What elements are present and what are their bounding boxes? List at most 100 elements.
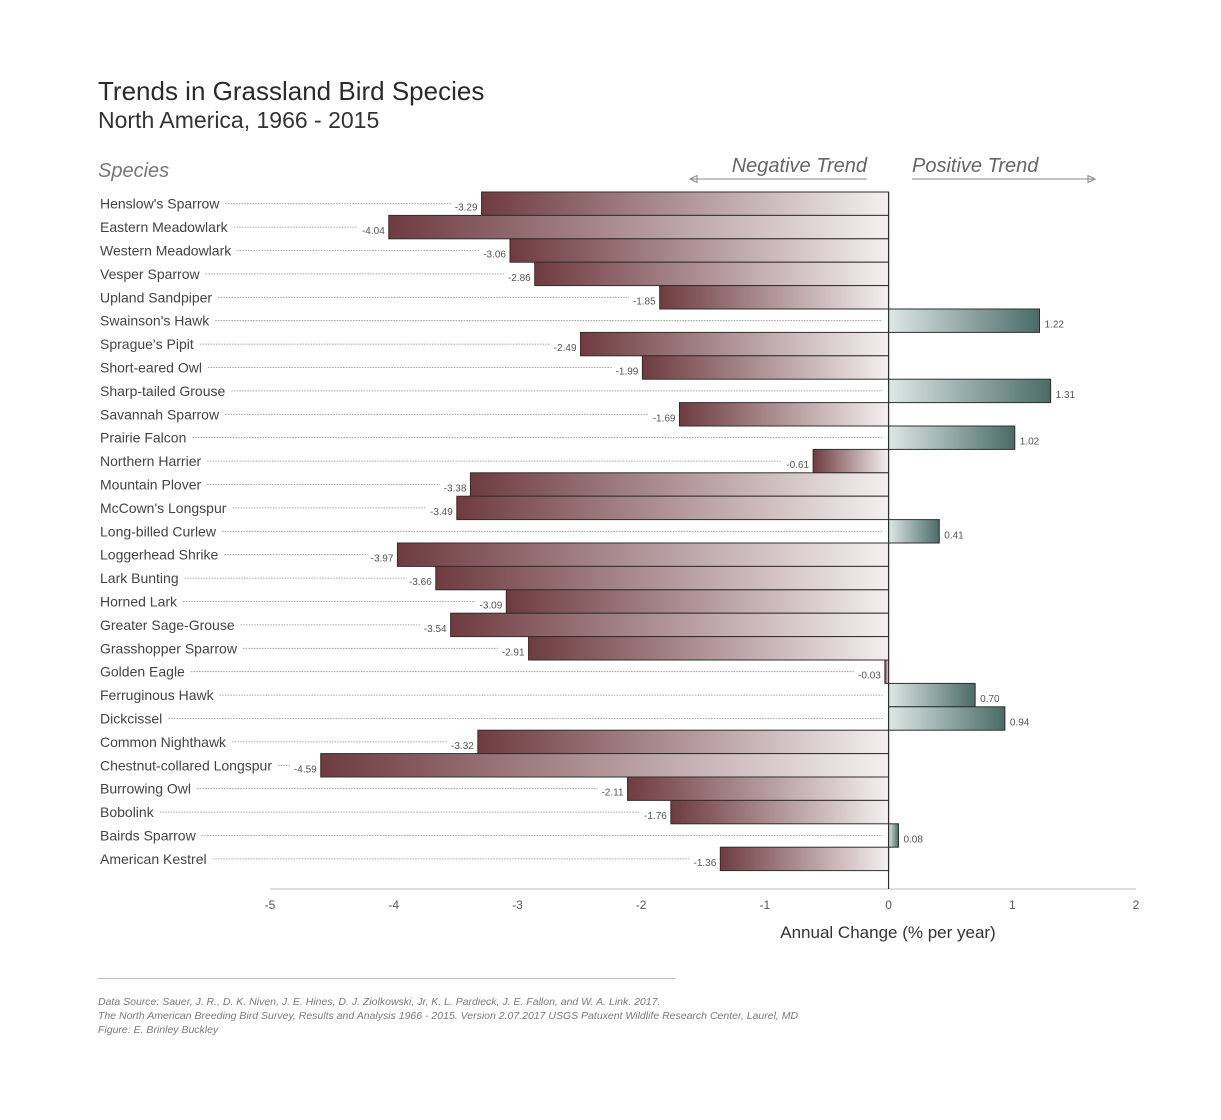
value-label: -2.86 [508,273,531,284]
x-tick-label: 2 [1133,898,1140,912]
value-label: -2.49 [554,343,577,354]
source-line-1: Data Source: Sauer, J. R., D. K. Niven, … [98,996,661,1008]
bar [888,519,940,544]
species-label: Burrowing Owl [100,781,191,797]
species-label: Northern Harrier [100,453,201,469]
bar [888,378,1052,404]
x-tick-label: 1 [1009,898,1016,912]
species-label: Prairie Falcon [100,430,186,446]
species-label: Ferruginous Hawk [100,687,215,703]
negative-trend-arrow [688,174,867,184]
value-label: -1.69 [653,413,676,424]
negative-trend-label: Negative Trend [732,155,868,177]
species-label: Chestnut-collared Longspur [100,757,272,773]
bar [477,729,890,755]
value-label: -0.03 [858,671,881,682]
bar [627,776,890,801]
value-label: -2.11 [601,788,623,799]
bar [659,285,890,310]
species-label: Western Meadowlark [100,243,232,259]
species-label: Henslow's Sparrow [100,196,220,212]
species-label: Long-billed Curlew [100,523,217,539]
value-label: -3.97 [371,554,394,565]
bar [528,636,890,661]
species-label: Bairds Sparrow [100,828,197,844]
bar [888,682,976,708]
species-label: Common Nighthawk [100,734,227,750]
x-tick-label: -2 [636,898,647,912]
positive-trend-label: Positive Trend [912,155,1039,177]
data-source: Data Source: Sauer, J. R., D. K. Niven, … [98,995,798,1037]
value-label: -3.32 [451,741,474,752]
value-label: -0.61 [786,460,809,471]
species-label: Swainson's Hawk [100,313,210,329]
species-label: McCown's Longspur [100,500,227,516]
value-label: -3.06 [483,250,506,261]
value-label: -3.66 [409,577,432,588]
species-label: Golden Eagle [100,664,185,680]
value-label: 0.08 [903,835,923,846]
value-label: 0.94 [1010,718,1030,729]
species-label: Lark Bunting [100,570,179,586]
bar [396,542,890,567]
bar [812,448,890,474]
bar [450,612,890,638]
source-line-2: The North American Breeding Bird Survey,… [98,1010,799,1022]
bar [888,823,899,848]
species-label: Mountain Plover [100,477,202,493]
species-label: Vesper Sparrow [100,266,200,282]
species-label: American Kestrel [100,851,207,867]
value-label: -1.85 [633,296,656,307]
x-tick-label: -3 [512,898,523,912]
x-tick-label: -1 [760,898,771,912]
bar [388,214,890,240]
species-label: Bobolink [100,804,155,820]
chart-subtitle: North America, 1966 - 2015 [98,107,380,133]
x-axis-label: Annual Change (% per year) [780,923,995,942]
species-label: Savannah Sparrow [100,406,220,422]
x-tick-label: 0 [885,898,892,912]
bar [888,425,1016,450]
bar [888,308,1041,333]
footer-rule [98,978,676,979]
value-label: -4.04 [362,226,385,237]
bar [435,565,890,591]
value-label: -1.36 [694,858,717,869]
species-label: Loggerhead Shrike [100,547,219,563]
species-header: Species [98,160,169,182]
source-line-3: Figure: E. Brinley Buckley [98,1024,219,1036]
value-label: -1.99 [616,367,639,378]
value-label: 0.41 [944,530,964,541]
bar [580,331,890,357]
value-label: 1.02 [1020,437,1040,448]
value-label: -3.38 [444,484,467,495]
value-label: -1.76 [644,811,667,822]
bar [509,238,890,263]
chart-title: Trends in Grassland Bird Species [98,76,485,106]
value-label: -2.91 [502,647,525,658]
bar [456,495,890,521]
value-label: 1.31 [1056,390,1076,401]
bar [505,589,890,614]
species-label: Sharp-tailed Grouse [100,383,226,399]
species-label: Eastern Meadowlark [100,219,229,235]
value-label: -3.29 [455,203,478,214]
x-tick-label: -4 [388,898,399,912]
species-label: Sprague's Pipit [100,336,194,352]
value-label: -3.09 [479,601,502,612]
bar [320,753,890,778]
bar [534,261,890,287]
value-label: -4.59 [294,764,317,775]
bar-chart: Species Negative Trend Positive Trend He… [98,155,1140,942]
bar [670,799,890,825]
species-label: Greater Sage-Grouse [100,617,235,633]
bar [678,402,890,427]
positive-trend-arrow [912,174,1097,184]
species-label: Horned Lark [100,594,178,610]
x-tick-label: -5 [265,898,276,912]
bar [481,191,890,216]
value-label: -3.49 [430,507,453,518]
bar [888,706,1006,731]
species-label: Dickcissel [100,711,162,727]
value-label: -3.54 [424,624,447,635]
